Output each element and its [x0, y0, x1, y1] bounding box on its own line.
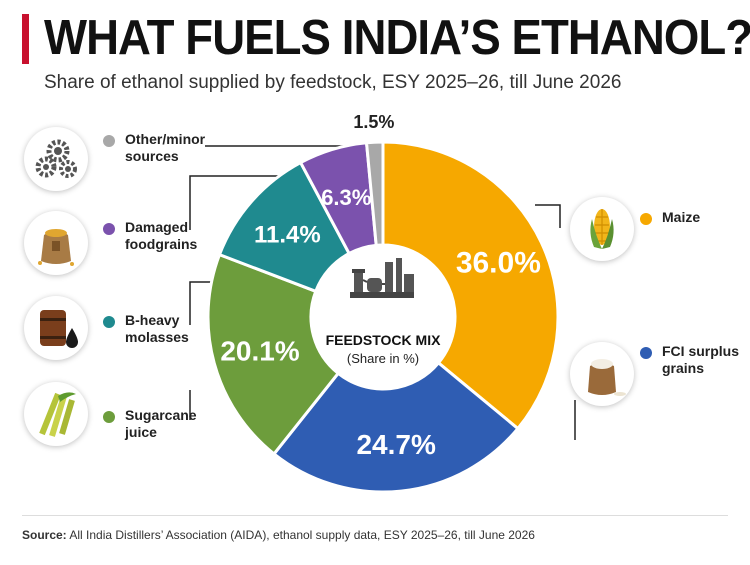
legend-swatch-fci [640, 347, 652, 359]
center-title: FEEDSTOCK MIX [326, 332, 442, 348]
legend-swatch-molasses [103, 316, 115, 328]
legend-item-molasses: B-heavy molasses [103, 312, 220, 346]
maize-cob-icon [570, 197, 634, 261]
legend-label-maize: Maize [662, 209, 701, 225]
sugarcane-icon [24, 382, 88, 446]
slice-maize [381, 140, 560, 431]
molasses-barrel-icon [24, 296, 88, 360]
legend-label-fci: FCI surplus grains [662, 343, 740, 376]
source-note: Source: All India Distillers’ Associatio… [22, 528, 535, 542]
slice-label-damaged: 6.3% [321, 185, 371, 210]
legend-item-other: Other/minor sources [103, 131, 245, 165]
donut-center [311, 245, 455, 389]
source-label: Source: [22, 528, 67, 542]
grain-sack-icon [24, 211, 88, 275]
legend-swatch-damaged [103, 223, 115, 235]
center-subtitle: (Share in %) [347, 351, 419, 366]
legend-swatch-maize [640, 213, 652, 225]
slice-label-sugarcane: 20.1% [220, 336, 299, 367]
legend-swatch-other [103, 135, 115, 147]
legend-item-sugarcane: Sugarcane juice [103, 407, 215, 441]
rice-sack-icon [570, 342, 634, 406]
legend-label-damaged: Damaged foodgrains [125, 219, 198, 252]
title-accent-bar [22, 14, 29, 64]
footer-divider [22, 515, 728, 516]
page-title: WHAT FUELS INDIA’S ETHANOL? [44, 11, 750, 65]
legend-swatch-sugarcane [103, 411, 115, 423]
legend-label-sugarcane: Sugarcane juice [125, 407, 197, 440]
legend-item-maize: Maize [640, 209, 742, 226]
donut-slices [206, 140, 560, 494]
leader-line-1 [189, 175, 300, 230]
slice-label-molasses: 11.4% [254, 222, 321, 249]
distillery-icon [350, 258, 414, 298]
legend-label-other: Other/minor sources [125, 131, 206, 164]
slice-label-fci: 24.7% [356, 429, 435, 460]
page-subtitle: Share of ethanol supplied by feedstock, … [44, 72, 622, 93]
gears-icon [24, 127, 88, 191]
legend-item-fci: FCI surplus grains [640, 343, 750, 377]
slice-label-maize: 36.0% [456, 247, 541, 280]
legend-label-molasses: B-heavy molasses [125, 312, 189, 345]
source-text: All India Distillers’ Association (AIDA)… [69, 528, 535, 542]
slice-labels: 36.0% 24.7% 20.1% 11.4%6.3% 1.5% [220, 112, 541, 460]
legend-item-damaged: Damaged foodgrains [103, 219, 245, 253]
leader-line-4 [535, 204, 561, 228]
slice-label-other: 1.5% [353, 112, 394, 132]
